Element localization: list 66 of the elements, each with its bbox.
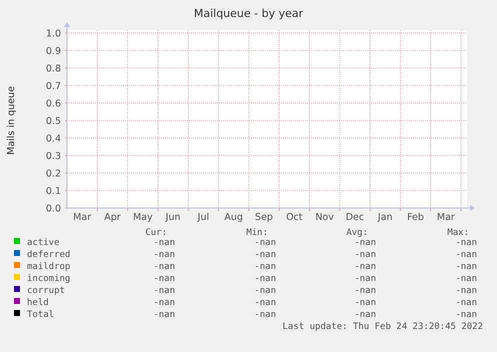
text: -nan <box>354 274 376 284</box>
y-tick-label: 0.3 <box>46 151 61 162</box>
text: -nan <box>455 250 477 260</box>
x-tick-label: Apr <box>104 212 121 223</box>
text: Avg: <box>346 228 368 238</box>
chart-title: Mailqueue - by year <box>194 7 304 20</box>
x-tick-label: Sep <box>255 212 273 223</box>
text: -nan <box>354 286 376 296</box>
text: -nan <box>455 310 477 320</box>
text: Cur: <box>145 228 167 238</box>
text: -nan <box>354 298 376 308</box>
text: -nan <box>354 250 376 260</box>
y-tick-label: 0.5 <box>46 116 61 127</box>
text: -nan <box>254 286 276 296</box>
y-tick-label: 0.0 <box>46 204 61 214</box>
y-tick-label: 0.6 <box>46 98 61 110</box>
text: -nan <box>153 238 175 248</box>
x-tick-label: Aug <box>224 212 243 223</box>
legend-label: maildrop <box>27 262 70 272</box>
x-tick-label: May <box>132 212 153 223</box>
y-tick-label: 0.4 <box>46 134 61 144</box>
x-tick-label: Jul <box>196 212 210 223</box>
text: -nan <box>153 286 175 296</box>
x-tick-label: Jan <box>376 212 393 223</box>
text: -nan <box>254 262 276 272</box>
text: -nan <box>354 262 376 272</box>
y-tick-label: 0.1 <box>46 186 61 197</box>
text: -nan <box>254 274 276 284</box>
y-tick-label: 1.0 <box>46 28 61 40</box>
text: -nan <box>455 298 477 308</box>
legend-label: active <box>27 238 60 248</box>
text: Max: <box>447 228 469 238</box>
text: -nan <box>153 250 175 260</box>
text: -nan <box>455 286 477 296</box>
x-tick-label: Mar <box>73 212 92 223</box>
text: -nan <box>455 238 477 248</box>
y-axis-title: Mails in queue <box>6 86 17 155</box>
y-tick-label: 0.9 <box>46 46 61 57</box>
y-tick-label: 0.2 <box>46 168 61 180</box>
text: -nan <box>354 310 376 320</box>
legend-label: incoming <box>27 274 70 284</box>
text: -nan <box>153 262 175 272</box>
text: -nan <box>153 310 175 320</box>
y-tick-label: 0.8 <box>46 64 61 74</box>
y-tick-label: 0.7 <box>46 81 61 92</box>
text: -nan <box>455 262 477 272</box>
text: -nan <box>254 310 276 320</box>
x-tick-label: Oct <box>286 212 303 223</box>
legend-label: deferred <box>27 250 70 260</box>
legend-label: corrupt <box>27 286 65 296</box>
legend-label: Total <box>27 310 54 320</box>
x-tick-label: Feb <box>407 212 424 223</box>
x-tick-label: Jun <box>164 212 180 223</box>
text: Min: <box>246 228 268 238</box>
text: -nan <box>254 298 276 308</box>
text: -nan <box>254 250 276 260</box>
legend-label: held <box>27 298 49 308</box>
x-tick-label: Mar <box>436 212 455 223</box>
text: Last update: Thu Feb 24 23:20:45 2022 <box>282 322 483 332</box>
text: -nan <box>455 274 477 284</box>
text: -nan <box>354 238 376 248</box>
text: -nan <box>153 274 175 284</box>
text: -nan <box>153 298 175 308</box>
x-tick-label: Dec <box>346 212 364 223</box>
x-tick-label: Nov <box>315 212 334 223</box>
text: -nan <box>254 238 276 248</box>
